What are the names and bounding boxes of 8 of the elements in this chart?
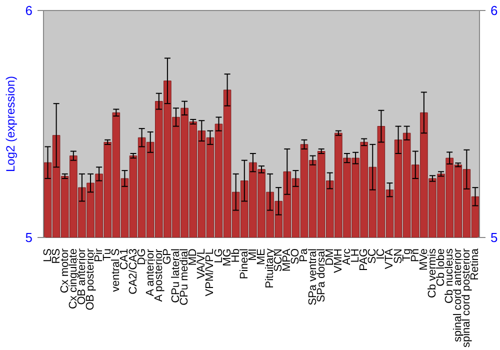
- x-tick-label: OB posterior: [84, 248, 97, 310]
- y-axis-title: Log2 (expression): [3, 76, 18, 172]
- x-tick-label: A posterior: [152, 248, 165, 302]
- x-tick-label: Tg: [400, 248, 413, 262]
- x-tick-label: RS: [50, 248, 62, 264]
- y2-tick-label: 6: [490, 3, 498, 18]
- x-tick-label: Retina: [469, 248, 482, 280]
- y2-tick-label: 5: [490, 230, 498, 245]
